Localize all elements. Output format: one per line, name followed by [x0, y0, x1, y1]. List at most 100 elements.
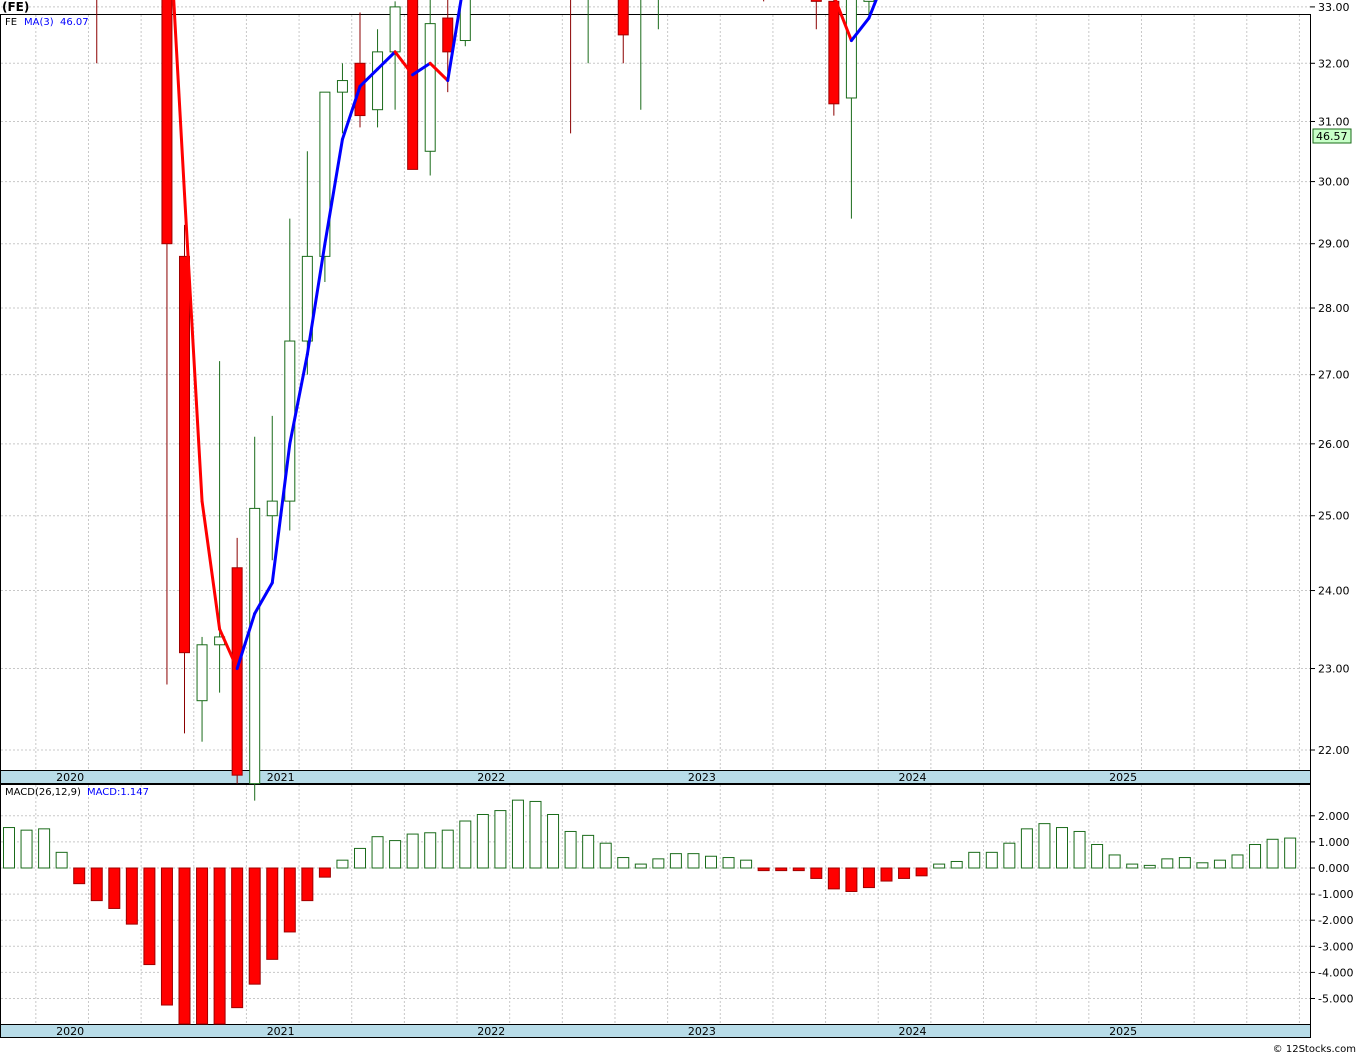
macd-bar-positive: [1161, 858, 1174, 869]
candle: [459, 0, 471, 47]
candle: [863, 0, 875, 19]
price-year-label: 2022: [477, 771, 505, 784]
macd-bar-positive: [634, 863, 647, 869]
macd-legend-label: MACD(26,12,9): [5, 787, 81, 798]
macd-tick-label: 1.000: [1318, 836, 1350, 849]
candle-body-up: [196, 644, 208, 702]
macd-bar-negative: [915, 867, 928, 877]
macd-bar-negative: [827, 867, 840, 890]
macd-bar-negative: [108, 867, 121, 909]
candle-body-up: [249, 507, 261, 785]
macd-bar-positive: [1003, 842, 1016, 869]
macd-bar-positive: [354, 847, 366, 869]
candle: [372, 29, 384, 128]
macd-bar-negative: [880, 867, 893, 882]
candle: [301, 151, 313, 375]
ma3-segment: [833, 0, 853, 43]
macd-bar-negative: [318, 867, 331, 878]
ma-legend-label: MA(3): [24, 17, 54, 28]
ma3-segment: [218, 627, 239, 671]
macd-bar-positive: [740, 859, 753, 869]
macd-bar-negative: [73, 867, 86, 885]
macd-bar-positive: [669, 853, 682, 869]
candle: [845, 0, 857, 219]
macd-tick-label: -1.000: [1318, 888, 1353, 901]
macd-bar-positive: [1249, 844, 1262, 869]
watermark: © 12Stocks.com: [1273, 1044, 1356, 1055]
symbol-legend: FE: [5, 17, 17, 28]
macd-bar-negative: [810, 867, 823, 879]
macd-bar-negative: [757, 867, 770, 872]
candle: [249, 436, 261, 801]
candle: [196, 636, 208, 742]
macd-year-label: 2020: [56, 1025, 84, 1038]
candle: [570, 0, 572, 134]
macd-year-label: 2025: [1109, 1025, 1137, 1038]
macd-bar-positive: [652, 858, 665, 869]
macd-bar-negative: [862, 867, 875, 889]
macd-bar-negative: [160, 867, 173, 1006]
macd-year-label: 2024: [899, 1025, 927, 1038]
candle-body-up: [863, 0, 875, 2]
candle: [828, 0, 840, 116]
candle: [424, 0, 436, 176]
macd-bar-negative: [845, 867, 858, 892]
macd-bar-negative: [178, 867, 191, 1025]
macd-bar-positive: [1196, 862, 1209, 869]
ma3-segment: [393, 50, 415, 77]
macd-bar-positive: [985, 851, 998, 869]
candle: [266, 415, 278, 561]
macd-bar-positive: [371, 836, 384, 869]
price-tick-label: 30.00: [1318, 176, 1350, 189]
macd-bar-positive: [529, 800, 542, 869]
price-tick-label: 32.00: [1318, 57, 1350, 70]
macd-bar-positive: [1143, 864, 1156, 869]
macd-bar-positive: [38, 828, 51, 869]
price-tick-label: 27.00: [1318, 369, 1350, 382]
ma-legend-value: 46.07: [60, 17, 89, 28]
macd-bar-positive: [968, 851, 981, 869]
macd-bar-positive: [617, 857, 630, 869]
macd-bar-negative: [248, 867, 261, 985]
candle: [640, 0, 642, 110]
grid-lines: [1, 6, 1310, 1024]
macd-legend-value: MACD:1.147: [87, 787, 149, 798]
macd-bar-positive: [1284, 837, 1297, 869]
price-tick-label: 31.00: [1318, 115, 1350, 128]
macd-bar-positive: [1213, 859, 1226, 869]
candle-body-down: [810, 0, 822, 2]
price-year-label: 2020: [56, 771, 84, 784]
macd-bar-positive: [55, 851, 68, 869]
candle-body-down: [828, 0, 840, 105]
macd-bar-positive: [582, 834, 595, 869]
last-price-badge: [1312, 128, 1352, 144]
macd-bar-positive: [1231, 854, 1244, 869]
price-year-label: 2021: [267, 771, 295, 784]
macd-histogram: [3, 799, 1297, 1025]
ma3-segment: [340, 84, 362, 141]
price-year-label: 2024: [899, 771, 927, 784]
macd-bar-positive: [705, 855, 717, 869]
candle: [810, 0, 822, 30]
macd-bar-positive: [459, 820, 472, 869]
ma3-segment: [200, 499, 222, 631]
candle: [407, 0, 419, 170]
price-year-label: 2025: [1109, 771, 1137, 784]
macd-bar-positive: [3, 827, 15, 869]
price-tick-label: 33.00: [1318, 1, 1350, 14]
ma3-segment: [270, 442, 292, 585]
macd-bar-positive: [1126, 863, 1139, 869]
candle-body-down: [231, 567, 243, 776]
candle-body-up: [845, 0, 857, 99]
macd-bar-negative: [196, 867, 209, 1025]
macd-tick-label: 0.000: [1318, 862, 1350, 875]
ma3-segment: [305, 242, 327, 356]
chart-title: (FE): [2, 0, 29, 14]
macd-y-axis: 2.000 1.000 0.000 -1.000 -2.000 -3.000 -4.000 -…: [1310, 810, 1353, 1006]
candle-body-up: [266, 500, 278, 517]
candle: [336, 63, 348, 134]
ma3-segment: [428, 61, 450, 83]
macd-bar-positive: [494, 810, 507, 869]
macd-bar-positive: [511, 799, 524, 869]
